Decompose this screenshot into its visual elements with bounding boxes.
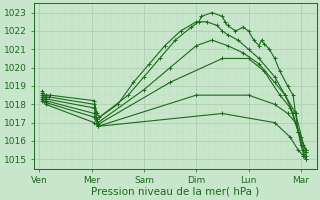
X-axis label: Pression niveau de la mer( hPa ): Pression niveau de la mer( hPa ) — [91, 187, 260, 197]
